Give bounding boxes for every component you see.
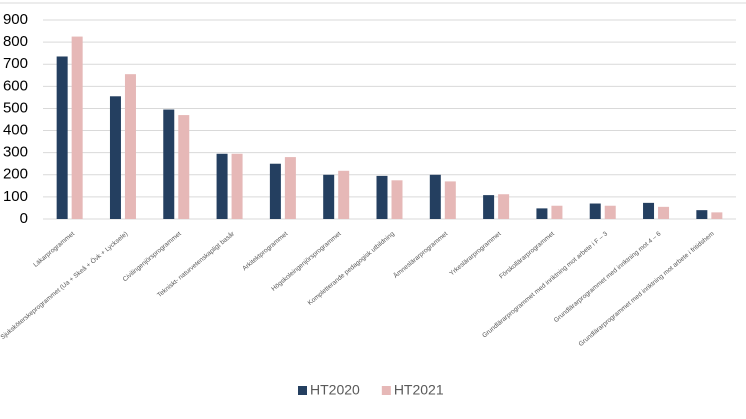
x-tick-label: Yrkeslärarprogrammet (448, 230, 502, 277)
x-tick-label: Förskollärarprogrammet (498, 230, 556, 280)
y-tick-label: 900 (3, 11, 28, 28)
legend-label: HT2021 (394, 382, 444, 398)
y-tick-label: 100 (3, 188, 28, 205)
bar (269, 163, 281, 219)
bar (711, 212, 723, 219)
bar (536, 208, 548, 219)
bar (589, 203, 601, 219)
bar (338, 170, 350, 219)
bar (216, 153, 228, 219)
bar (604, 205, 616, 219)
legend-swatch (381, 386, 391, 395)
bar (483, 195, 495, 219)
bar (551, 205, 563, 219)
bar (658, 206, 670, 219)
x-tick-label: Grundlärarprogrammet med inriktning mot … (553, 230, 663, 324)
bar (284, 157, 296, 219)
bar (71, 36, 83, 220)
bar (444, 181, 456, 219)
bar (498, 194, 510, 219)
bar (696, 210, 708, 219)
y-tick-label: 800 (3, 33, 28, 50)
legend-label: HT2020 (310, 382, 360, 398)
bar (109, 96, 121, 219)
x-tick-label: Läkarprogrammet (32, 230, 76, 268)
y-tick-label: 0 (20, 210, 28, 227)
bar (376, 175, 388, 219)
y-tick-label: 700 (3, 55, 28, 72)
bar (163, 109, 175, 219)
bar (178, 115, 190, 219)
x-tick-label: Grundlärarprogrammet med inriktning mot … (481, 230, 609, 339)
bar (391, 180, 403, 219)
y-tick-label: 600 (3, 77, 28, 94)
x-tick-label: Kompletterande pedagogisk utbildning (307, 230, 397, 307)
legend-swatch (298, 386, 307, 395)
x-tick-label: Sjuksköterskeprogrammet (Ua + Skeå + Övk… (0, 230, 129, 341)
y-tick-label: 400 (3, 122, 28, 139)
y-tick-label: 200 (3, 166, 28, 183)
y-tick-label: 300 (3, 144, 28, 161)
bar (643, 202, 655, 219)
bar (323, 174, 335, 219)
bar (56, 56, 68, 219)
y-tick-label: 500 (3, 99, 28, 116)
x-tick-label: Arkitektprogrammet (241, 230, 289, 272)
x-tick-label: Ämneslärarprogrammet (392, 230, 450, 280)
bar (429, 174, 441, 219)
x-tick-label: Civilingenjörsprogrammet (122, 230, 183, 283)
bar (124, 74, 136, 219)
bar (231, 153, 243, 219)
